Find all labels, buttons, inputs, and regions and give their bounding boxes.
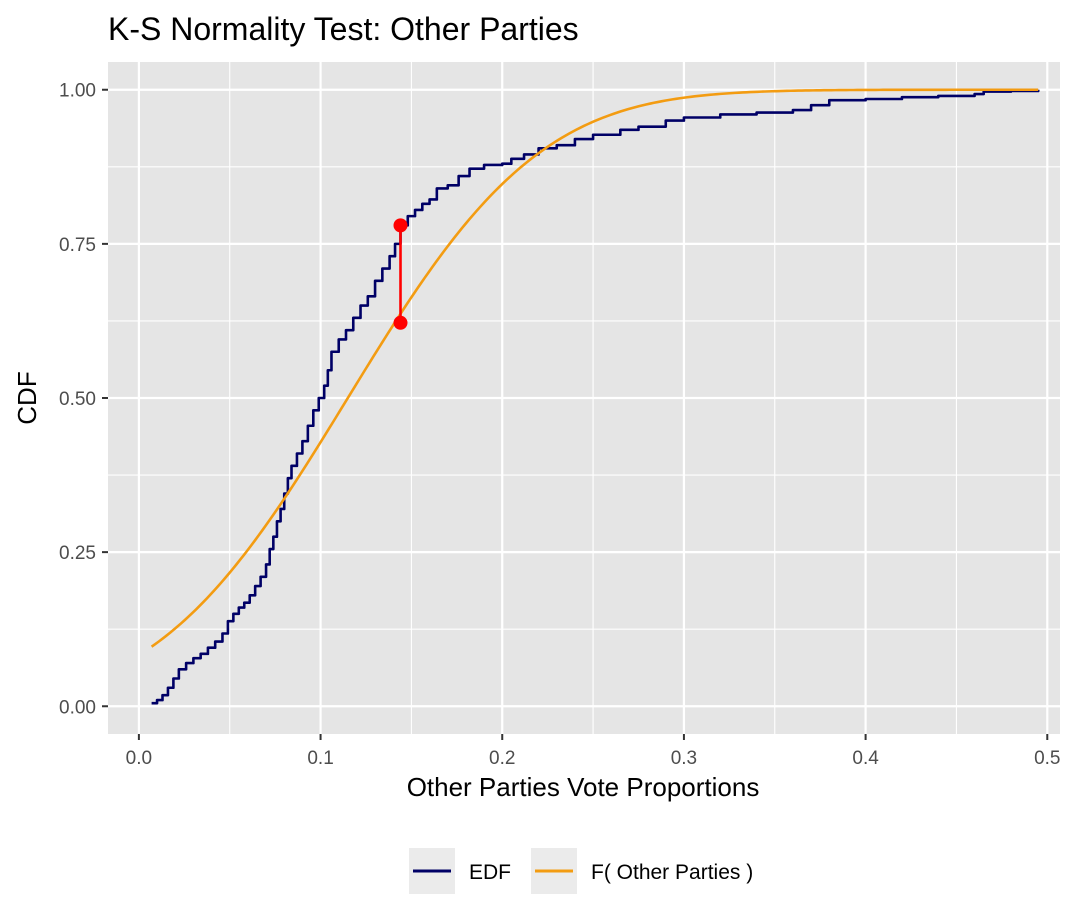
- chart-title: K-S Normality Test: Other Parties: [108, 11, 579, 47]
- edf-line: [151, 89, 1040, 705]
- normal-cdf-line: [150, 88, 1039, 648]
- legend-label-normal: F( Other Parties ): [591, 861, 753, 884]
- x-axis-ticks: 0.0 0.1 0.2 0.3 0.4 0.5: [126, 734, 1060, 769]
- y-tick-label: 1.00: [59, 81, 96, 102]
- y-axis-title: CDF: [12, 371, 42, 424]
- ks-point-edf: [393, 218, 408, 233]
- x-tick-label: 0.1: [307, 748, 333, 769]
- ks-point-cdf: [393, 315, 408, 330]
- legend-label-edf: EDF: [469, 861, 511, 884]
- series-layer: [150, 88, 1040, 705]
- legend: EDF F( Other Parties ): [409, 848, 753, 894]
- y-axis-ticks: 0.00 0.25 0.50 0.75 1.00: [59, 81, 108, 718]
- x-tick-label: 0.3: [671, 748, 697, 769]
- x-tick-label: 0.4: [852, 748, 879, 769]
- x-axis-title: Other Parties Vote Proportions: [407, 772, 760, 802]
- y-tick-label: 0.25: [59, 543, 96, 564]
- y-tick-label: 0.75: [59, 235, 96, 256]
- x-tick-label: 0.2: [489, 748, 515, 769]
- ks-statistic-layer: [393, 218, 408, 330]
- y-tick-label: 0.50: [59, 389, 96, 410]
- x-tick-label: 0.0: [126, 748, 152, 769]
- x-tick-label: 0.5: [1034, 748, 1060, 769]
- y-tick-label: 0.00: [59, 697, 96, 718]
